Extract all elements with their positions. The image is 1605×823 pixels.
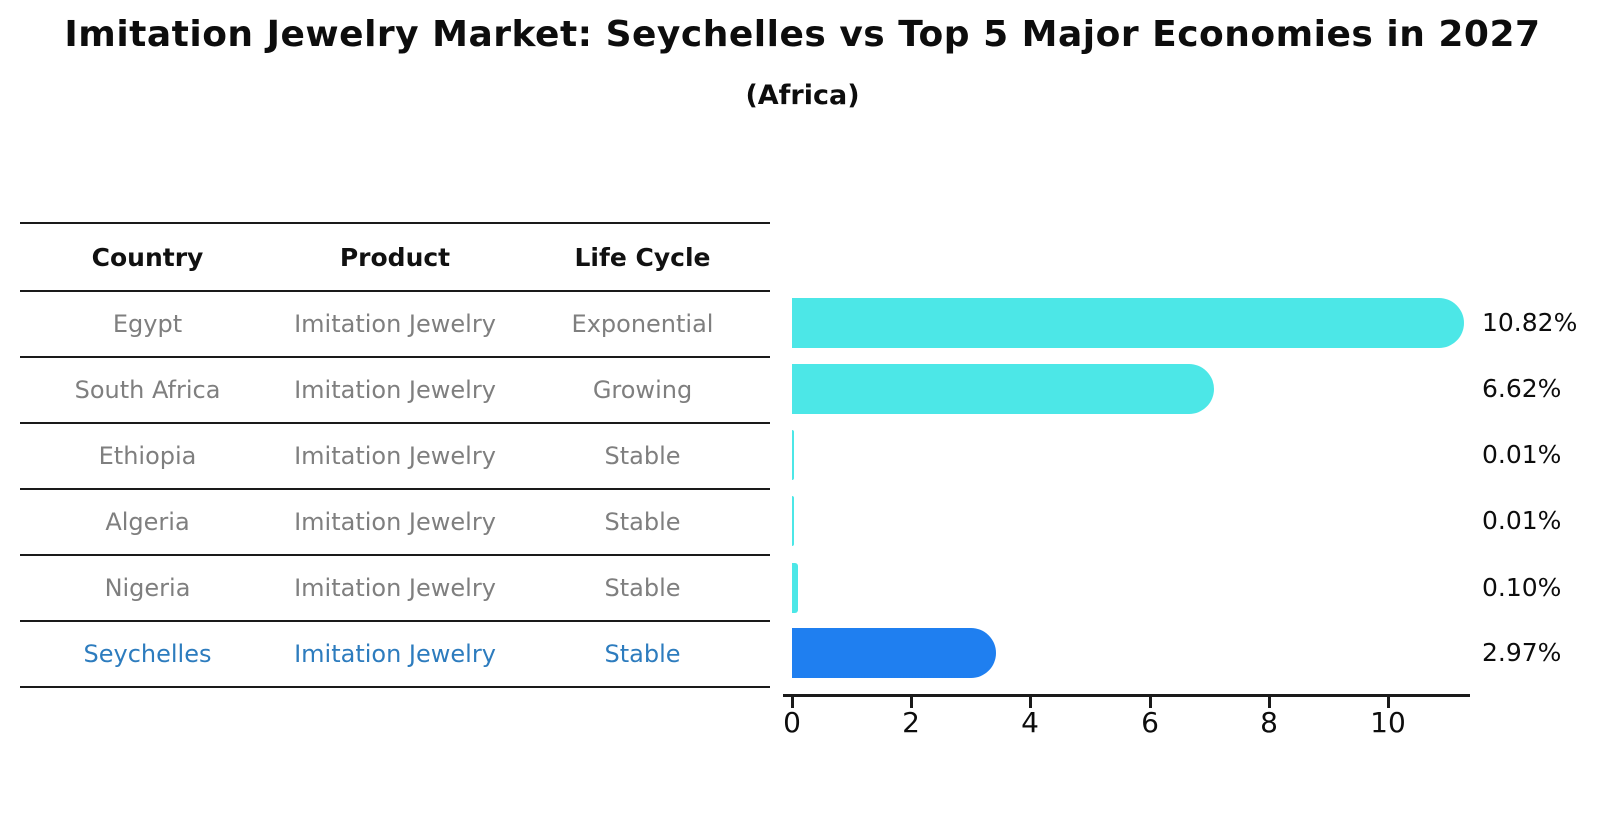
bar-ethiopia xyxy=(792,430,794,480)
life-cycle-cell: Exponential xyxy=(571,310,714,338)
bar-egypt xyxy=(792,298,1464,348)
value-label-algeria: 0.01% xyxy=(1482,506,1562,535)
x-tick-8 xyxy=(1268,697,1271,708)
value-label-nigeria: 0.10% xyxy=(1482,573,1562,602)
value-label-seychelles: 2.97% xyxy=(1482,638,1562,667)
product-cell: Imitation Jewelry xyxy=(294,310,496,338)
x-tick-0 xyxy=(791,697,794,708)
x-tick-6 xyxy=(1149,697,1152,708)
x-tick-label-0: 0 xyxy=(783,706,801,739)
x-tick-label-2: 2 xyxy=(902,706,920,739)
table-row-nigeria: Nigeria Imitation Jewelry Stable xyxy=(20,554,770,620)
country-cell: Algeria xyxy=(105,508,190,536)
value-label-south-africa: 6.62% xyxy=(1482,374,1562,403)
life-cycle-cell: Stable xyxy=(604,442,681,470)
x-tick-label-4: 4 xyxy=(1021,706,1039,739)
bar-algeria xyxy=(792,496,794,546)
header-country: Country xyxy=(91,242,204,272)
table-row-seychelles: Seychelles Imitation Jewelry Stable xyxy=(20,620,770,686)
country-cell: Egypt xyxy=(112,310,183,338)
x-tick-10 xyxy=(1387,697,1390,708)
product-cell: Imitation Jewelry xyxy=(294,574,496,602)
country-cell: South Africa xyxy=(74,376,221,404)
x-tick-label-10: 10 xyxy=(1370,706,1406,739)
table-row-algeria: Algeria Imitation Jewelry Stable xyxy=(20,488,770,554)
header-life-cycle: Life Cycle xyxy=(574,242,711,272)
bar-nigeria xyxy=(792,563,798,613)
life-cycle-cell: Stable xyxy=(604,640,681,668)
life-cycle-cell: Stable xyxy=(604,508,681,536)
chart-subtitle: (Africa) xyxy=(745,80,860,111)
table-header-row: Country Product Life Cycle xyxy=(20,222,770,290)
country-cell: Nigeria xyxy=(104,574,191,602)
country-table: Country Product Life Cycle Egypt Imitati… xyxy=(20,222,770,688)
x-tick-label-8: 8 xyxy=(1260,706,1278,739)
table-row-south-africa: South Africa Imitation Jewelry Growing xyxy=(20,356,770,422)
bar-south-africa xyxy=(792,364,1214,414)
chart-title: Imitation Jewelry Market: Seychelles vs … xyxy=(64,14,1541,55)
product-cell: Imitation Jewelry xyxy=(294,640,496,668)
table-row-ethiopia: Ethiopia Imitation Jewelry Stable xyxy=(20,422,770,488)
life-cycle-cell: Stable xyxy=(604,574,681,602)
x-tick-label-6: 6 xyxy=(1141,706,1159,739)
x-tick-2 xyxy=(910,697,913,708)
country-cell: Ethiopia xyxy=(98,442,197,470)
bar-seychelles xyxy=(792,628,996,678)
product-cell: Imitation Jewelry xyxy=(294,376,496,404)
x-axis-line xyxy=(783,694,1470,697)
life-cycle-cell: Growing xyxy=(592,376,693,404)
value-label-egypt: 10.82% xyxy=(1482,308,1578,337)
x-tick-4 xyxy=(1029,697,1032,708)
product-cell: Imitation Jewelry xyxy=(294,508,496,536)
value-label-ethiopia: 0.01% xyxy=(1482,440,1562,469)
header-product: Product xyxy=(339,242,451,272)
product-cell: Imitation Jewelry xyxy=(294,442,496,470)
country-cell: Seychelles xyxy=(83,640,212,668)
table-row-egypt: Egypt Imitation Jewelry Exponential xyxy=(20,290,770,356)
